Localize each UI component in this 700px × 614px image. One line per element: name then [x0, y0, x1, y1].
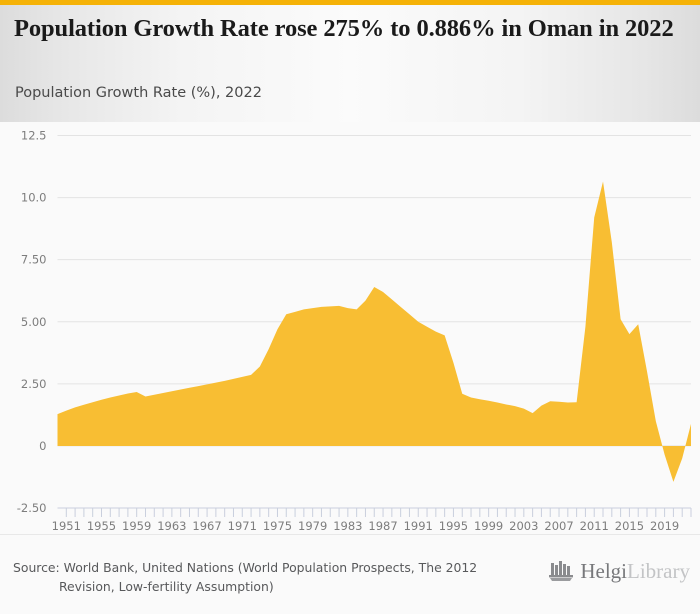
x-tick-label: 1987: [368, 519, 397, 533]
x-tick-label: 1983: [333, 519, 362, 533]
logo-wordmark: HelgiLibrary: [580, 559, 690, 584]
x-tick-label: 1999: [474, 519, 503, 533]
area-chart: 12.510.07.505.002.500-2.50 1951 1955 1959 1…: [17, 129, 692, 533]
chart-subtitle: Population Growth Rate (%), 2022: [15, 85, 262, 101]
x-tick-label: 1951: [52, 519, 81, 533]
y-tick-label: 10.0: [21, 191, 47, 205]
helgi-library-logo[interactable]: HelgiLibrary: [549, 557, 690, 585]
page-title: Population Growth Rate rose 275% to 0.88…: [14, 15, 674, 42]
series-area-population-growth-rate: [57, 181, 691, 482]
library-books-icon: [549, 561, 574, 581]
y-axis-tick-labels: 12.5 10.0 7.50 5.00 2.50 0 -2.50: [17, 129, 47, 516]
x-tick-label: 1959: [122, 519, 151, 533]
y-tick-label: 7.50: [21, 253, 47, 267]
y-tick-label: 0: [39, 439, 46, 453]
x-tick-label: 1979: [298, 519, 327, 533]
x-tick-label: 1971: [228, 519, 257, 533]
x-tick-label: 2015: [615, 519, 644, 533]
x-tick-label: 1967: [192, 519, 221, 533]
y-tick-label: 5.00: [21, 315, 47, 329]
logo-library: Library: [627, 558, 690, 583]
x-tick-label: 2007: [544, 519, 573, 533]
accent-bar: [0, 0, 700, 5]
x-tick-label: 2019: [650, 519, 679, 533]
x-tick-label: 1991: [404, 519, 433, 533]
y-tick-label: 12.5: [21, 129, 47, 143]
x-tick-label: 2011: [580, 519, 609, 533]
logo-helgi: Helgi: [580, 558, 628, 583]
y-tick-label: 2.50: [21, 377, 47, 391]
chart-footer: Source: World Bank, United Nations (Worl…: [0, 534, 700, 614]
x-axis-tick-labels: 1951 1955 1959 1963 1967 1971 1975 1979 1983 1987…: [52, 519, 680, 533]
x-tick-label: 2003: [509, 519, 538, 533]
source-note: Source: World Bank, United Nations (Worl…: [13, 558, 513, 596]
chart-header: Population Growth Rate rose 275% to 0.88…: [0, 5, 700, 122]
source-line-1: Source: World Bank, United Nations (Worl…: [13, 560, 478, 575]
x-axis: [57, 507, 692, 517]
x-tick-label: 1975: [263, 519, 292, 533]
x-tick-label: 1963: [157, 519, 186, 533]
source-line-2: Revision, Low-fertility Assumption): [59, 579, 274, 594]
plot-area: 12.5 10.0 7.50 5.00 2.50 0 -2.50 1951 1955 1959 1…: [0, 122, 700, 534]
x-tick-label: 1995: [439, 519, 468, 533]
x-tick-label: 1955: [87, 519, 116, 533]
y-tick-label: -2.50: [17, 501, 47, 515]
